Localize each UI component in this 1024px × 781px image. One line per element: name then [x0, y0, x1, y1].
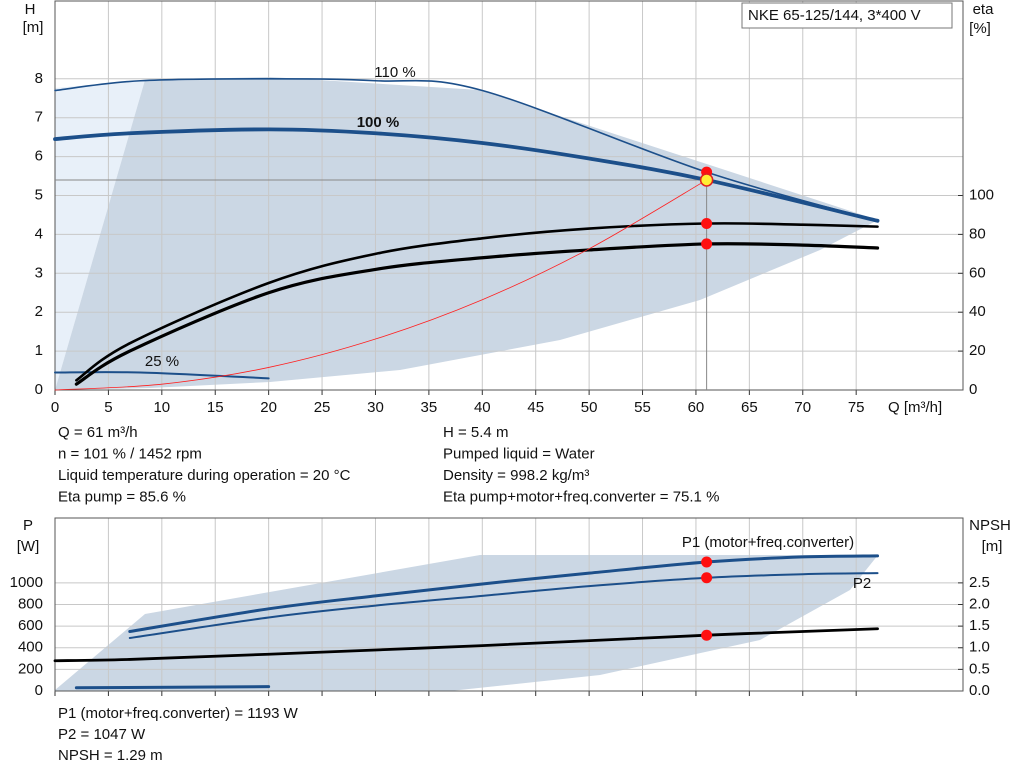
x-axis-label: Q [m³/h]	[888, 399, 942, 416]
y-tick-label: 7	[35, 109, 43, 126]
x-tick-label: 75	[848, 399, 865, 416]
info-text: Liquid temperature during operation = 20…	[58, 467, 351, 484]
plots: 0 5 10 15 20 25 30 35 40 45 50 55 60 65 70 750123456780…	[10, 0, 1011, 764]
y-axis-label: [m]	[23, 19, 44, 36]
y-tick-label: 2	[35, 303, 43, 320]
info-text: P2 = 1047 W	[58, 726, 146, 743]
curve	[128, 554, 880, 634]
x-tick-label: 25	[314, 399, 331, 416]
y-tick-label: 800	[18, 595, 43, 612]
y2-tick-label: 80	[969, 225, 986, 242]
info-text: NPSH = 1.29 m	[58, 747, 163, 764]
y2-tick-label: 40	[969, 303, 986, 320]
x-tick-label: 0	[51, 399, 59, 416]
curve-label: 100 %	[357, 114, 400, 131]
duty-point	[701, 218, 713, 230]
curve-label: P2	[853, 575, 871, 592]
y2-axis-label: eta	[973, 1, 995, 18]
x-tick-label: 10	[153, 399, 170, 416]
duty-point	[701, 556, 713, 568]
plot-frame	[54, 517, 964, 692]
info-text: Eta pump+motor+freq.converter = 75.1 %	[443, 488, 719, 505]
y2-tick-label: 0	[969, 381, 977, 398]
curve	[54, 179, 708, 391]
curve	[74, 242, 880, 386]
y2-tick-label: 100	[969, 186, 994, 203]
y-tick-label: 3	[35, 264, 43, 281]
info-text: Pumped liquid = Water	[443, 445, 595, 462]
x-tick-label: 15	[207, 399, 224, 416]
x-tick-label: 5	[104, 399, 112, 416]
chart-title: NKE 65-125/144, 3*400 V	[748, 7, 921, 24]
x-tick-label: 35	[421, 399, 438, 416]
y2-tick-label: 0.5	[969, 660, 990, 677]
y2-tick-label: 2.5	[969, 574, 990, 591]
duty-point	[701, 629, 713, 641]
info-text: n = 101 % / 1452 rpm	[58, 445, 202, 462]
curve	[54, 371, 270, 380]
curve-label: P1 (motor+freq.converter)	[682, 534, 854, 551]
y-tick-label: 1	[35, 342, 43, 359]
y-tick-label: 600	[18, 617, 43, 634]
y-tick-label: 8	[35, 70, 43, 87]
y-tick-label: 200	[18, 660, 43, 677]
x-tick-label: 50	[581, 399, 598, 416]
y2-tick-label: 20	[969, 342, 986, 359]
y-tick-label: 0	[35, 381, 43, 398]
y-tick-label: 400	[18, 639, 43, 656]
info-text: Eta pump = 85.6 %	[58, 488, 186, 505]
y2-tick-label: 0.0	[969, 682, 990, 699]
y2-tick-label: 60	[969, 264, 986, 281]
info-text: H = 5.4 m	[443, 424, 508, 441]
info-text: Density = 998.2 kg/m³	[443, 467, 589, 484]
x-tick-label: 40	[474, 399, 491, 416]
x-tick-label: 55	[634, 399, 651, 416]
y2-tick-label: 2.0	[969, 595, 990, 612]
y-tick-label: 1000	[10, 574, 43, 591]
area	[55, 77, 878, 390]
x-tick-label: 20	[260, 399, 277, 416]
curve	[75, 222, 879, 382]
duty-point	[701, 572, 713, 584]
info-text: P1 (motor+freq.converter) = 1193 W	[58, 705, 299, 722]
info-text: Q = 61 m³/h	[58, 424, 138, 441]
x-tick-label: 45	[527, 399, 544, 416]
y-axis-label: H	[25, 1, 36, 18]
x-tick-label: 70	[794, 399, 811, 416]
y2-tick-label: 1.0	[969, 639, 990, 656]
y2-axis-label: NPSH	[969, 517, 1011, 534]
curve-label: 25 %	[145, 353, 179, 370]
curve	[53, 627, 879, 663]
curve	[54, 78, 879, 222]
y-tick-label: 4	[35, 225, 43, 242]
plot-frame	[54, 0, 964, 391]
y2-axis-label: [%]	[969, 20, 991, 37]
y2-tick-label: 1.5	[969, 617, 990, 634]
operating-point	[699, 173, 714, 187]
title-box	[741, 2, 953, 29]
duty-point	[701, 238, 713, 250]
y-axis-label: P	[23, 517, 33, 534]
curve	[128, 572, 879, 640]
area	[55, 555, 878, 691]
y2-axis-label: [m]	[982, 538, 1003, 555]
x-tick-label: 30	[367, 399, 384, 416]
y-tick-label: 5	[35, 186, 43, 203]
x-tick-label: 60	[688, 399, 705, 416]
x-tick-label: 65	[741, 399, 758, 416]
curve-label: 110 %	[374, 64, 415, 81]
y-tick-label: 6	[35, 148, 43, 165]
curve	[74, 685, 271, 690]
y-tick-label: 0	[35, 682, 43, 699]
y-axis-label: [W]	[17, 538, 40, 555]
